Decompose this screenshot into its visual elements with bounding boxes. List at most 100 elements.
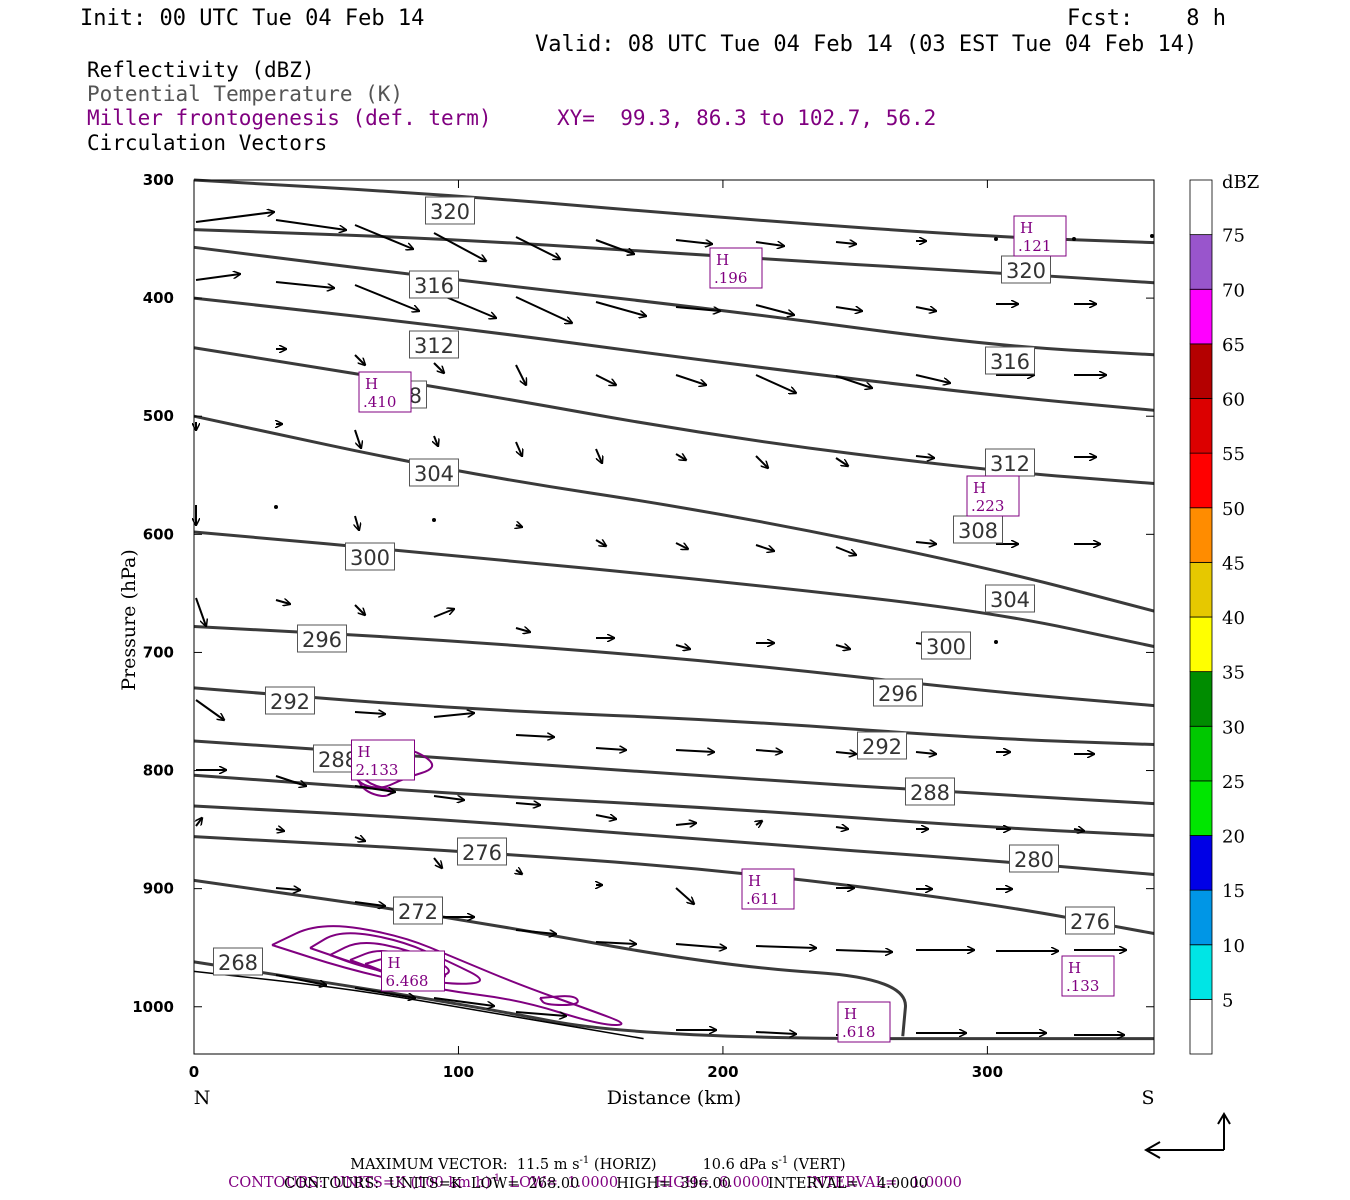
wind-vector bbox=[595, 942, 636, 944]
theta-label-box bbox=[985, 346, 1035, 375]
theta-label-box bbox=[345, 542, 395, 571]
frontogenesis-high-marker: H bbox=[1020, 219, 1033, 237]
wind-vector bbox=[756, 821, 762, 825]
wind-vector bbox=[433, 997, 494, 1006]
wind-vector bbox=[355, 515, 359, 530]
theta-contour bbox=[193, 245, 1155, 357]
colorbar-label: 65 bbox=[1222, 335, 1245, 356]
colorbar-label: 70 bbox=[1222, 280, 1245, 301]
max-vector-info: MAXIMUM VECTOR: 11.5 m s-1 (HORIZ) 10.6 … bbox=[350, 1155, 846, 1173]
colorbar-segment bbox=[1189, 671, 1213, 727]
valid-time: Valid: 08 UTC Tue 04 Feb 14 (03 EST Tue … bbox=[535, 32, 1198, 57]
wind-vector bbox=[1072, 237, 1076, 241]
frontogenesis-contour bbox=[271, 925, 623, 1027]
frontogenesis-high-marker: H bbox=[358, 743, 371, 761]
frontogenesis-high-marker: H bbox=[365, 375, 378, 393]
wind-vector bbox=[354, 785, 395, 792]
colorbar-segment bbox=[1189, 835, 1213, 891]
colorbar-label: 25 bbox=[1222, 772, 1245, 793]
frontogenesis-high-box bbox=[1061, 955, 1115, 997]
colorbar-segment bbox=[1189, 179, 1213, 236]
x-tick-label: 300 bbox=[972, 1063, 1003, 1081]
colorbar-label: 55 bbox=[1222, 444, 1245, 465]
theta-label: 300 bbox=[926, 635, 966, 659]
y-tick-label: 600 bbox=[143, 525, 174, 543]
colorbar-label: 35 bbox=[1222, 663, 1245, 684]
frontogenesis-high-value: .611 bbox=[746, 890, 779, 908]
colorbar-label: 45 bbox=[1222, 553, 1245, 574]
wind-vector bbox=[275, 775, 306, 786]
theta-contour bbox=[193, 835, 1155, 936]
theta-label-box bbox=[265, 686, 315, 715]
theta-label: 276 bbox=[1070, 910, 1110, 934]
colorbar-segment bbox=[1189, 889, 1213, 946]
theta-label-box bbox=[425, 196, 475, 225]
wind-vector bbox=[835, 645, 850, 649]
wind-vector bbox=[516, 525, 522, 527]
theta-contour bbox=[193, 686, 1155, 747]
y-tick-label: 400 bbox=[143, 289, 174, 307]
colorbar-segment bbox=[1189, 452, 1213, 509]
wind-vector bbox=[354, 837, 365, 841]
wind-vector bbox=[516, 870, 522, 874]
frontogenesis-high-marker: H bbox=[388, 954, 401, 972]
colorbar-segment bbox=[1189, 561, 1213, 618]
frontogenesis-high-box bbox=[966, 475, 1020, 517]
x-axis-label: Distance (km) bbox=[607, 1087, 742, 1109]
theta-label: 300 bbox=[350, 546, 390, 570]
theta-label-box bbox=[985, 584, 1035, 613]
theta-label-box bbox=[409, 330, 459, 359]
theta-label: 292 bbox=[862, 735, 902, 759]
y-axis-label: Pressure (hPa) bbox=[118, 549, 140, 691]
theta-contour bbox=[193, 773, 1155, 837]
wind-vector bbox=[675, 943, 726, 948]
theta-label: 320 bbox=[1006, 259, 1046, 283]
theta-label-box bbox=[921, 631, 971, 660]
colorbar-segment bbox=[1189, 234, 1213, 290]
theta-label: 296 bbox=[878, 682, 918, 706]
wind-vector bbox=[675, 887, 694, 904]
frontogenesis-high-value: .223 bbox=[971, 497, 1004, 515]
y-tick-label: 500 bbox=[143, 407, 174, 425]
wind-vector bbox=[755, 374, 796, 393]
theta-label: 316 bbox=[414, 274, 454, 298]
wind-vector bbox=[515, 735, 554, 737]
wind-vector bbox=[595, 815, 616, 819]
theta-label: 268 bbox=[218, 951, 258, 975]
wind-vector bbox=[595, 239, 634, 254]
south-label: S bbox=[1141, 1087, 1154, 1109]
wind-vector bbox=[195, 597, 206, 626]
wind-vector bbox=[755, 946, 816, 948]
wind-vector bbox=[434, 435, 438, 446]
colorbar-label: 15 bbox=[1222, 881, 1245, 902]
init-time: Init: 00 UTC Tue 04 Feb 14 bbox=[80, 6, 425, 31]
wind-vector bbox=[432, 518, 436, 522]
colorbar-segment bbox=[1189, 288, 1213, 345]
wind-vector bbox=[433, 857, 442, 868]
wind-vector bbox=[275, 600, 290, 604]
wind-vector bbox=[675, 454, 686, 460]
wind-vector bbox=[515, 236, 560, 259]
wind-vector bbox=[595, 301, 646, 316]
frontogenesis-high-marker: H bbox=[716, 251, 729, 269]
y-tick-label: 1000 bbox=[132, 998, 174, 1016]
colorbar: 5 10 15 20 25 30 35 40 45 50 55 60 65 70 75 bbox=[1189, 179, 1245, 1055]
colorbar-label: 40 bbox=[1222, 608, 1245, 629]
wind-vector bbox=[354, 901, 385, 906]
colorbar-label: 20 bbox=[1222, 827, 1245, 848]
wind-vector bbox=[515, 803, 540, 805]
frontogenesis-high-box bbox=[351, 739, 415, 781]
wind-vector bbox=[1073, 829, 1084, 831]
wind-vector bbox=[755, 304, 794, 315]
wind-vector bbox=[433, 232, 486, 261]
wind-vector bbox=[755, 750, 782, 752]
wind-vector bbox=[755, 1032, 796, 1034]
wind-vector bbox=[915, 374, 950, 383]
wind-vector bbox=[915, 456, 934, 458]
theta-label-box bbox=[1001, 255, 1051, 284]
theta-contour bbox=[193, 960, 1154, 1041]
theta-contour bbox=[193, 346, 1155, 486]
colorbar-segment bbox=[1189, 998, 1213, 1055]
theta-label-box bbox=[297, 624, 347, 653]
